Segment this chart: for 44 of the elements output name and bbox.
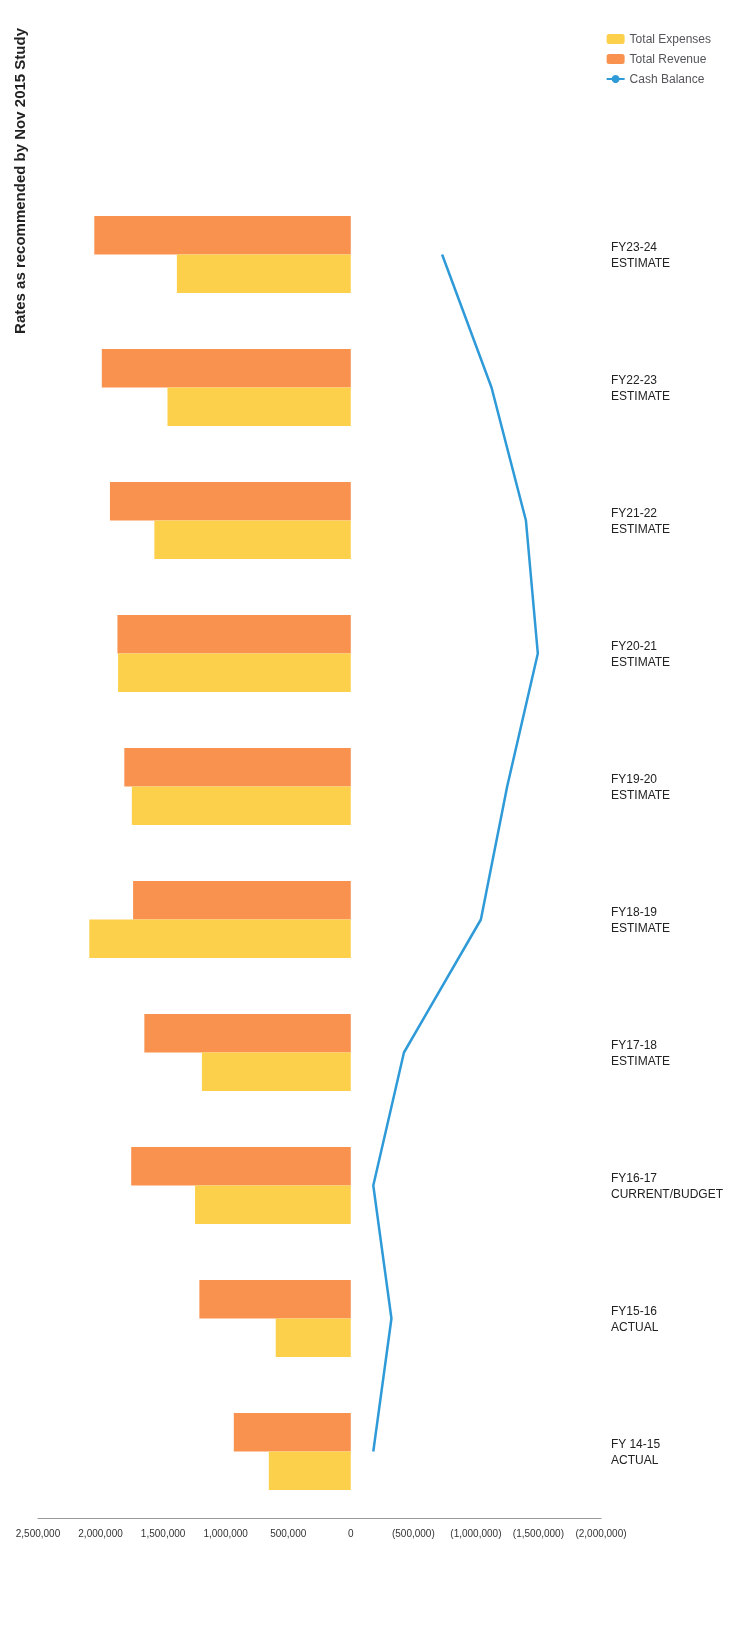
x-tick-label: (1,500,000) (512, 1527, 565, 1539)
legend-label: Total Expenses (629, 32, 712, 46)
bar (167, 387, 351, 427)
bar (117, 614, 351, 654)
bar (124, 747, 351, 787)
y-tick-label: FY15-16 ACTUAL (611, 1303, 659, 1334)
bar (131, 1146, 351, 1186)
bar (154, 520, 351, 560)
y-tick-label: FY19-20 ESTIMATE (611, 771, 671, 802)
legend-label: Cash Balance (629, 72, 705, 86)
bar (89, 919, 351, 959)
bar (109, 481, 351, 521)
bar (101, 348, 351, 388)
x-tick-label: 0 (348, 1527, 354, 1539)
y-tick-label: FY23-24 ESTIMATE (611, 239, 671, 270)
x-tick-label: 500,000 (270, 1527, 307, 1539)
y-tick-label: FY 14-15 ACTUAL (611, 1436, 661, 1467)
bar (268, 1451, 351, 1491)
bar (201, 1052, 351, 1092)
x-tick-label: 1,000,000 (203, 1527, 249, 1539)
bar (133, 880, 351, 920)
bar (144, 1013, 351, 1053)
y-tick-label: FY18-19 ESTIMATE (611, 904, 671, 935)
x-tick-label: 1,500,000 (140, 1527, 186, 1539)
y-tick-label: FY17-18 ESTIMATE (611, 1037, 671, 1068)
bar (199, 1279, 351, 1319)
chart-title: Rates as recommended by Nov 2015 Study (11, 27, 28, 334)
y-tick-label: FY21-22 ESTIMATE (611, 505, 671, 536)
y-tick-label: FY16-17 CURRENT/BUDGET (611, 1170, 724, 1201)
x-tick-label: 2,000,000 (78, 1527, 124, 1539)
x-tick-label: (2,000,000) (575, 1527, 627, 1539)
bar (195, 1185, 351, 1225)
y-tick-label: FY22-23 ESTIMATE (611, 372, 671, 403)
bar (233, 1412, 351, 1452)
bar (176, 254, 351, 294)
y-tick-label: FY20-21 ESTIMATE (611, 638, 671, 669)
legend-label: Total Revenue (629, 52, 707, 66)
bar (275, 1318, 351, 1358)
x-tick-label: (1,000,000) (450, 1527, 502, 1539)
x-tick-label: 2,500,000 (15, 1527, 61, 1539)
x-tick-label: (500,000) (391, 1527, 435, 1539)
bar (118, 653, 351, 693)
bar (131, 786, 351, 826)
bar (94, 215, 351, 255)
